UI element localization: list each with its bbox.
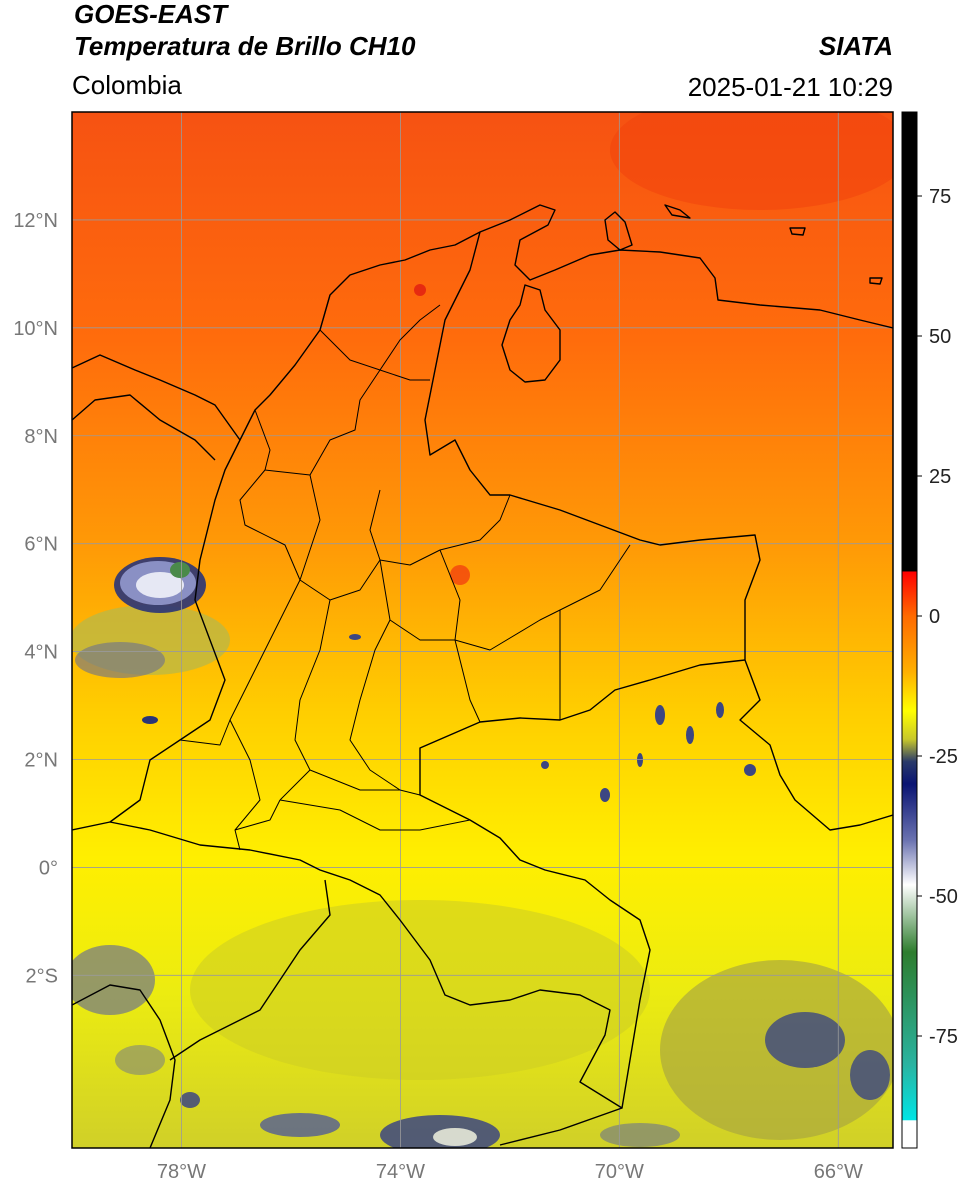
warm-spot: [414, 284, 426, 296]
department-boundaries: [179, 294, 631, 851]
panama-coast: [72, 394, 216, 461]
convective-cells-east: [349, 634, 756, 802]
warm-spot: [450, 565, 470, 585]
colorbar-tick-label: 50: [929, 326, 951, 348]
latitude-label: 8°N: [24, 426, 58, 448]
island-outline: [789, 227, 806, 236]
latitude-labels: 12°N 10°N 8°N 6°N 4°N 2°N 0° 2°S: [13, 210, 58, 987]
datetime-label: 2025-01-21 10:29: [687, 72, 893, 102]
map-area: [72, 112, 893, 1148]
colombia-southern-border: [72, 659, 746, 1109]
colorbar-tick-label: 25: [929, 466, 951, 488]
longitude-labels: 78°W 74°W 70°W 66°W: [157, 1161, 863, 1183]
colorbar-tick-label: -50: [929, 886, 958, 908]
latitude-label: 10°N: [13, 318, 58, 340]
pacific-coastline: [109, 439, 241, 823]
organization-label: SIATA: [818, 31, 893, 61]
colombia-venezuela-border: [424, 231, 893, 831]
gridlines: [72, 112, 893, 1148]
boundaries: [72, 204, 893, 1148]
longitude-label: 74°W: [376, 1161, 425, 1183]
latitude-label: 2°N: [24, 750, 58, 772]
latitude-label: 2°S: [26, 965, 58, 987]
longitude-label: 66°W: [814, 1161, 863, 1183]
map-frame: [71, 111, 894, 1149]
warm-region-northeast: [610, 112, 893, 210]
latitude-label: 4°N: [24, 642, 58, 664]
caribbean-coastline: [72, 204, 893, 441]
colorbar-tick-label: 75: [929, 186, 951, 208]
cold-cloud-south: [72, 900, 893, 1148]
colorbar: 75 50 25 0 -25 -50 -75: [901, 111, 958, 1149]
latitude-label: 12°N: [13, 210, 58, 232]
curacao-outline: [604, 211, 633, 251]
latitude-label: 6°N: [24, 534, 58, 556]
ecuador-peru-outline: [72, 984, 176, 1148]
aruba-outline: [664, 204, 691, 219]
colorbar-tick-label: -25: [929, 746, 958, 768]
cold-cloud-pacific: [72, 557, 230, 724]
product-title: Temperatura de Brillo CH10: [74, 31, 416, 61]
satellite-title: GOES-EAST: [74, 0, 228, 29]
colorbar-tick-label: 0: [929, 606, 940, 628]
colorbar-ticks: 75 50 25 0 -25 -50 -75: [917, 186, 958, 1048]
latitude-label: 0°: [39, 857, 58, 879]
peru-border: [169, 879, 331, 1061]
lake-maracaibo-outline: [501, 284, 561, 383]
colorbar-strip: [901, 111, 918, 1149]
longitude-label: 78°W: [157, 1161, 206, 1183]
brazil-border: [499, 1107, 623, 1146]
island-outline: [869, 277, 883, 285]
region-label: Colombia: [72, 70, 182, 100]
longitude-label: 70°W: [595, 1161, 644, 1183]
colorbar-tick-label: -75: [929, 1026, 958, 1048]
